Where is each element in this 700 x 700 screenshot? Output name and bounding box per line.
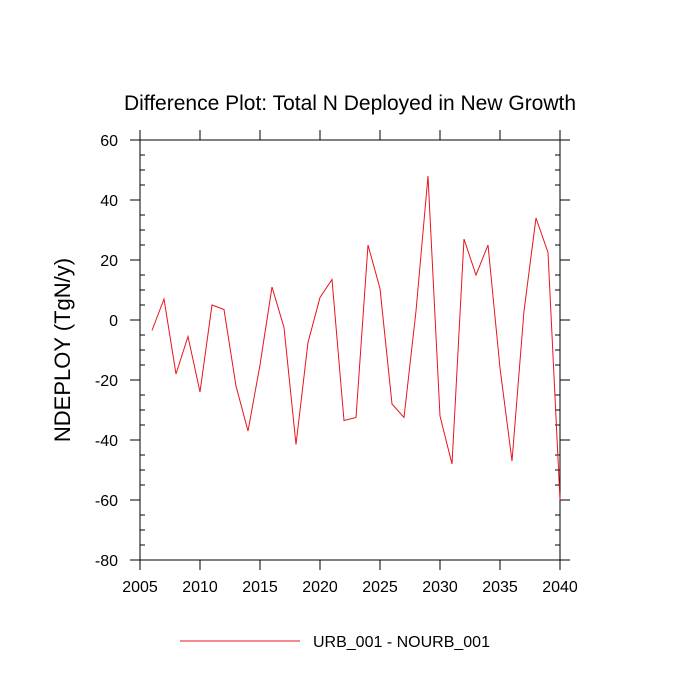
x-tick-label: 2015 (242, 579, 278, 596)
y-tick-label: 40 (100, 193, 118, 210)
x-tick-label: 2020 (302, 579, 338, 596)
y-tick-label: -40 (95, 433, 118, 450)
legend-label: URB_001 - NOURB_001 (313, 634, 490, 651)
x-tick-label: 2030 (422, 579, 458, 596)
axis-ticks (130, 130, 570, 570)
x-tick-label: 2025 (362, 579, 398, 596)
chart-title: Difference Plot: Total N Deployed in New… (124, 92, 576, 115)
x-tick-label: 2005 (122, 579, 158, 596)
y-tick-label: -20 (95, 373, 118, 390)
y-axis-label: NDEPLOY (TgN/y) (50, 258, 75, 442)
x-tick-label: 2010 (182, 579, 218, 596)
y-tick-label: 0 (109, 313, 118, 330)
x-tick-label: 2040 (542, 579, 578, 596)
axis-tick-labels: 2005 2010 2015 2020 2025 2030 2035 2040-80-60-4… (95, 133, 578, 596)
y-tick-label: -60 (95, 493, 118, 510)
y-tick-label: 20 (100, 253, 118, 270)
series-layer (151, 175, 561, 501)
plot-frame (139, 139, 561, 561)
y-tick-label: -80 (95, 553, 118, 570)
y-tick-label: 60 (100, 133, 118, 150)
x-tick-label: 2035 (482, 579, 518, 596)
series-line (151, 175, 561, 501)
legend: URB_001 - NOURB_001 (180, 634, 490, 651)
